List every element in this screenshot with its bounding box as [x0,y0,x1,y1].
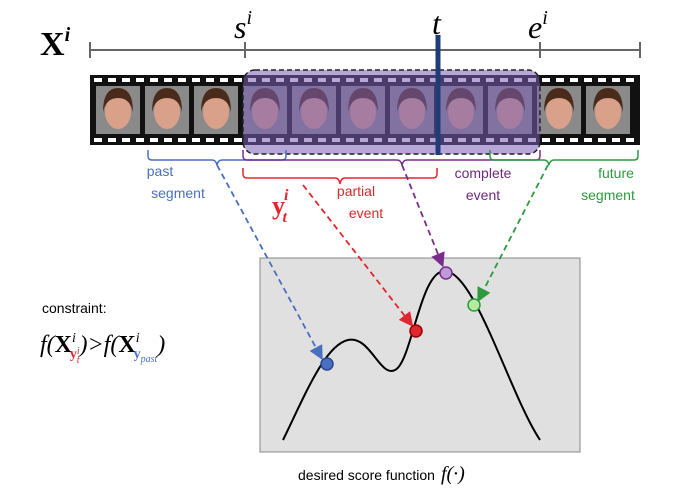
base: s [234,9,246,45]
end-label: ei [528,7,548,45]
sprocket [234,78,242,82]
sup: i [65,24,71,46]
part: t [77,355,80,366]
base: y [272,191,285,220]
sprocket [220,138,228,142]
sprocket [178,78,186,82]
line: event [349,205,383,221]
future-label: future segment [581,165,635,203]
caption: desired score function f(·) [298,463,465,485]
line: past [147,163,174,179]
sprocket [164,138,172,142]
sprocket [164,78,172,82]
sprocket [556,138,564,142]
part: ) [77,332,87,358]
part: i [72,331,76,346]
braces [147,150,639,185]
partial-label: partial event [337,183,383,221]
sprocket [136,78,144,82]
start-label: si [234,7,252,45]
part: y [70,347,77,362]
sprocket [598,78,606,82]
sprocket [122,138,130,142]
sprocket [178,138,186,142]
hair [152,88,182,112]
sprocket [234,138,242,142]
hair [201,88,231,112]
sprocket [542,78,550,82]
face [105,95,131,129]
part: f( [40,332,57,358]
sprocket [206,138,214,142]
part: f( [104,332,121,358]
sprocket [108,138,116,142]
sprocket [542,138,550,142]
current-label: t [432,5,442,41]
sprocket [584,78,592,82]
sprocket [570,78,578,82]
constraint-label: constraint: [42,300,107,316]
part: > [87,332,103,358]
constraint-formula: f(Xi yi t)>f(Xi ypast) [40,331,165,366]
part: X [118,332,136,358]
part: past [140,354,158,365]
part: y [134,347,141,362]
event-highlight [242,69,541,155]
caption-text: desired score function [298,467,435,483]
sprocket [192,78,200,82]
sprocket [108,78,116,82]
hair [544,88,574,112]
sprocket [612,138,620,142]
sprocket [94,78,102,82]
sprocket [626,78,634,82]
face [154,95,180,129]
part: X [55,332,73,358]
base: X [40,26,65,63]
line: complete [455,165,512,181]
hair [103,88,133,112]
line: segment [581,187,635,203]
sprocket [192,138,200,142]
partial-symbol: yi t [272,187,289,226]
hair [593,88,623,112]
sprocket [584,138,592,142]
part: i [136,331,140,346]
sequence-label: Xi [40,24,71,63]
line: future [598,165,634,181]
sprocket [150,138,158,142]
arrows [216,164,549,361]
sup: i [246,7,252,29]
sprocket [612,78,620,82]
complete-label: complete event [455,165,512,203]
sprocket [220,78,228,82]
timeline [89,42,641,58]
sup: i [284,187,289,204]
sub: t [282,209,287,226]
line: partial [337,183,375,199]
score-box [259,257,581,453]
face [546,95,572,129]
face [595,95,621,129]
sprocket [122,78,130,82]
base: e [528,9,542,45]
sprocket [150,78,158,82]
part: ) [155,332,165,358]
sprocket [136,138,144,142]
line: event [466,187,500,203]
sprocket [206,78,214,82]
line: segment [151,185,205,201]
caption-math: f(·) [441,463,465,485]
face [203,95,229,129]
sprocket [570,138,578,142]
sprocket [626,138,634,142]
score-curve [282,269,541,441]
sprocket [94,138,102,142]
part: i [77,346,80,357]
sup: i [542,7,548,29]
sprocket [556,78,564,82]
past-label: past segment [147,163,205,201]
points [320,266,481,371]
sprocket [598,138,606,142]
